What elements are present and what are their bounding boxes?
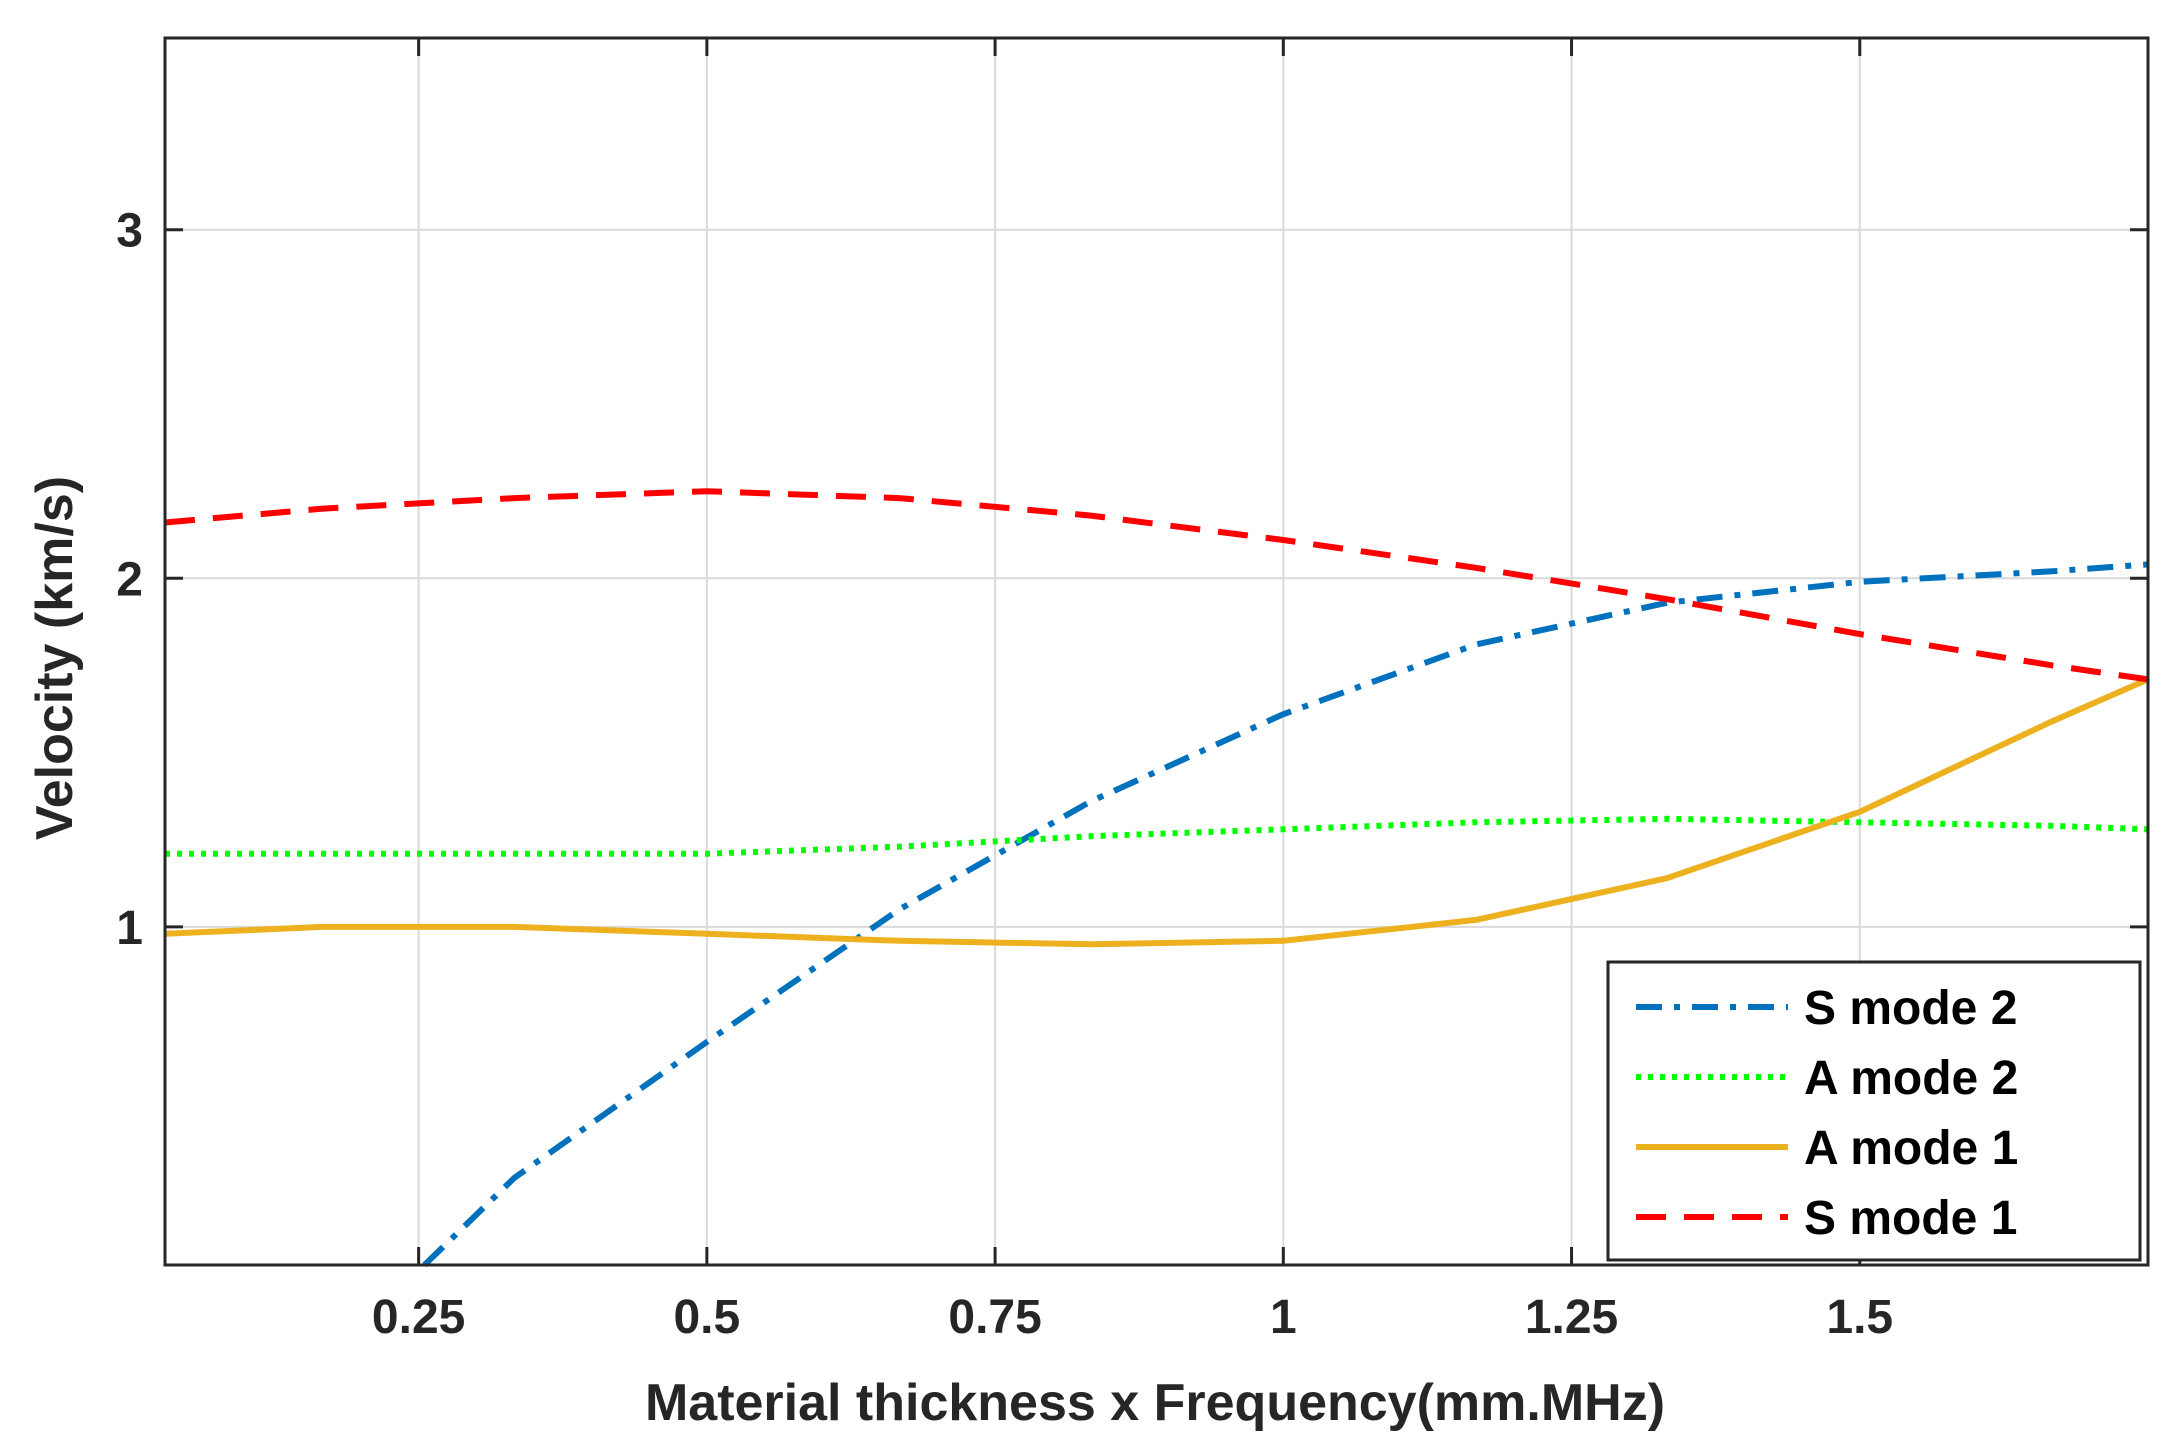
x-tick-label: 1.5 xyxy=(1826,1291,1893,1344)
series-line-s-mode-2 xyxy=(422,561,2149,1268)
y-tick-labels: 1 2 3 xyxy=(116,205,143,955)
x-tick-label: 0.5 xyxy=(673,1291,740,1344)
legend-box xyxy=(1606,960,2142,1262)
x-tick-labels: 0.25 0.5 0.75 1 1.25 1.5 xyxy=(372,1291,1893,1344)
axis-ticks xyxy=(165,38,2148,1265)
x-axis-label: Material thickness x Frequency(mm.MHz) xyxy=(645,1374,1665,1432)
legend-entry-label: S mode 1 xyxy=(1804,1192,2017,1245)
grid-lines xyxy=(165,38,2148,1265)
legend: S mode 2 A mode 2 A mode 1 S mode 1 xyxy=(1606,960,2142,1262)
plot-area-border xyxy=(163,36,2150,1267)
legend-entry-label: A mode 2 xyxy=(1804,1052,2018,1105)
series-line-a-mode-2 xyxy=(165,815,2149,857)
x-tick-label: 1 xyxy=(1270,1291,1297,1344)
legend-entry-label: A mode 1 xyxy=(1804,1122,2018,1175)
y-tick-label: 1 xyxy=(116,902,143,955)
x-tick-label: 1.25 xyxy=(1525,1291,1618,1344)
series-line-a-mode-1 xyxy=(164,676,2150,948)
y-axis-label: Velocity (km/s) xyxy=(26,476,84,840)
series-line-s-mode-1 xyxy=(164,488,2149,683)
x-tick-label: 0.25 xyxy=(372,1291,465,1344)
y-tick-label: 2 xyxy=(116,553,143,606)
legend-entry-label: S mode 2 xyxy=(1804,982,2017,1035)
y-tick-label: 3 xyxy=(116,205,143,258)
x-tick-label: 0.75 xyxy=(948,1291,1041,1344)
series-lines xyxy=(164,488,2150,1268)
